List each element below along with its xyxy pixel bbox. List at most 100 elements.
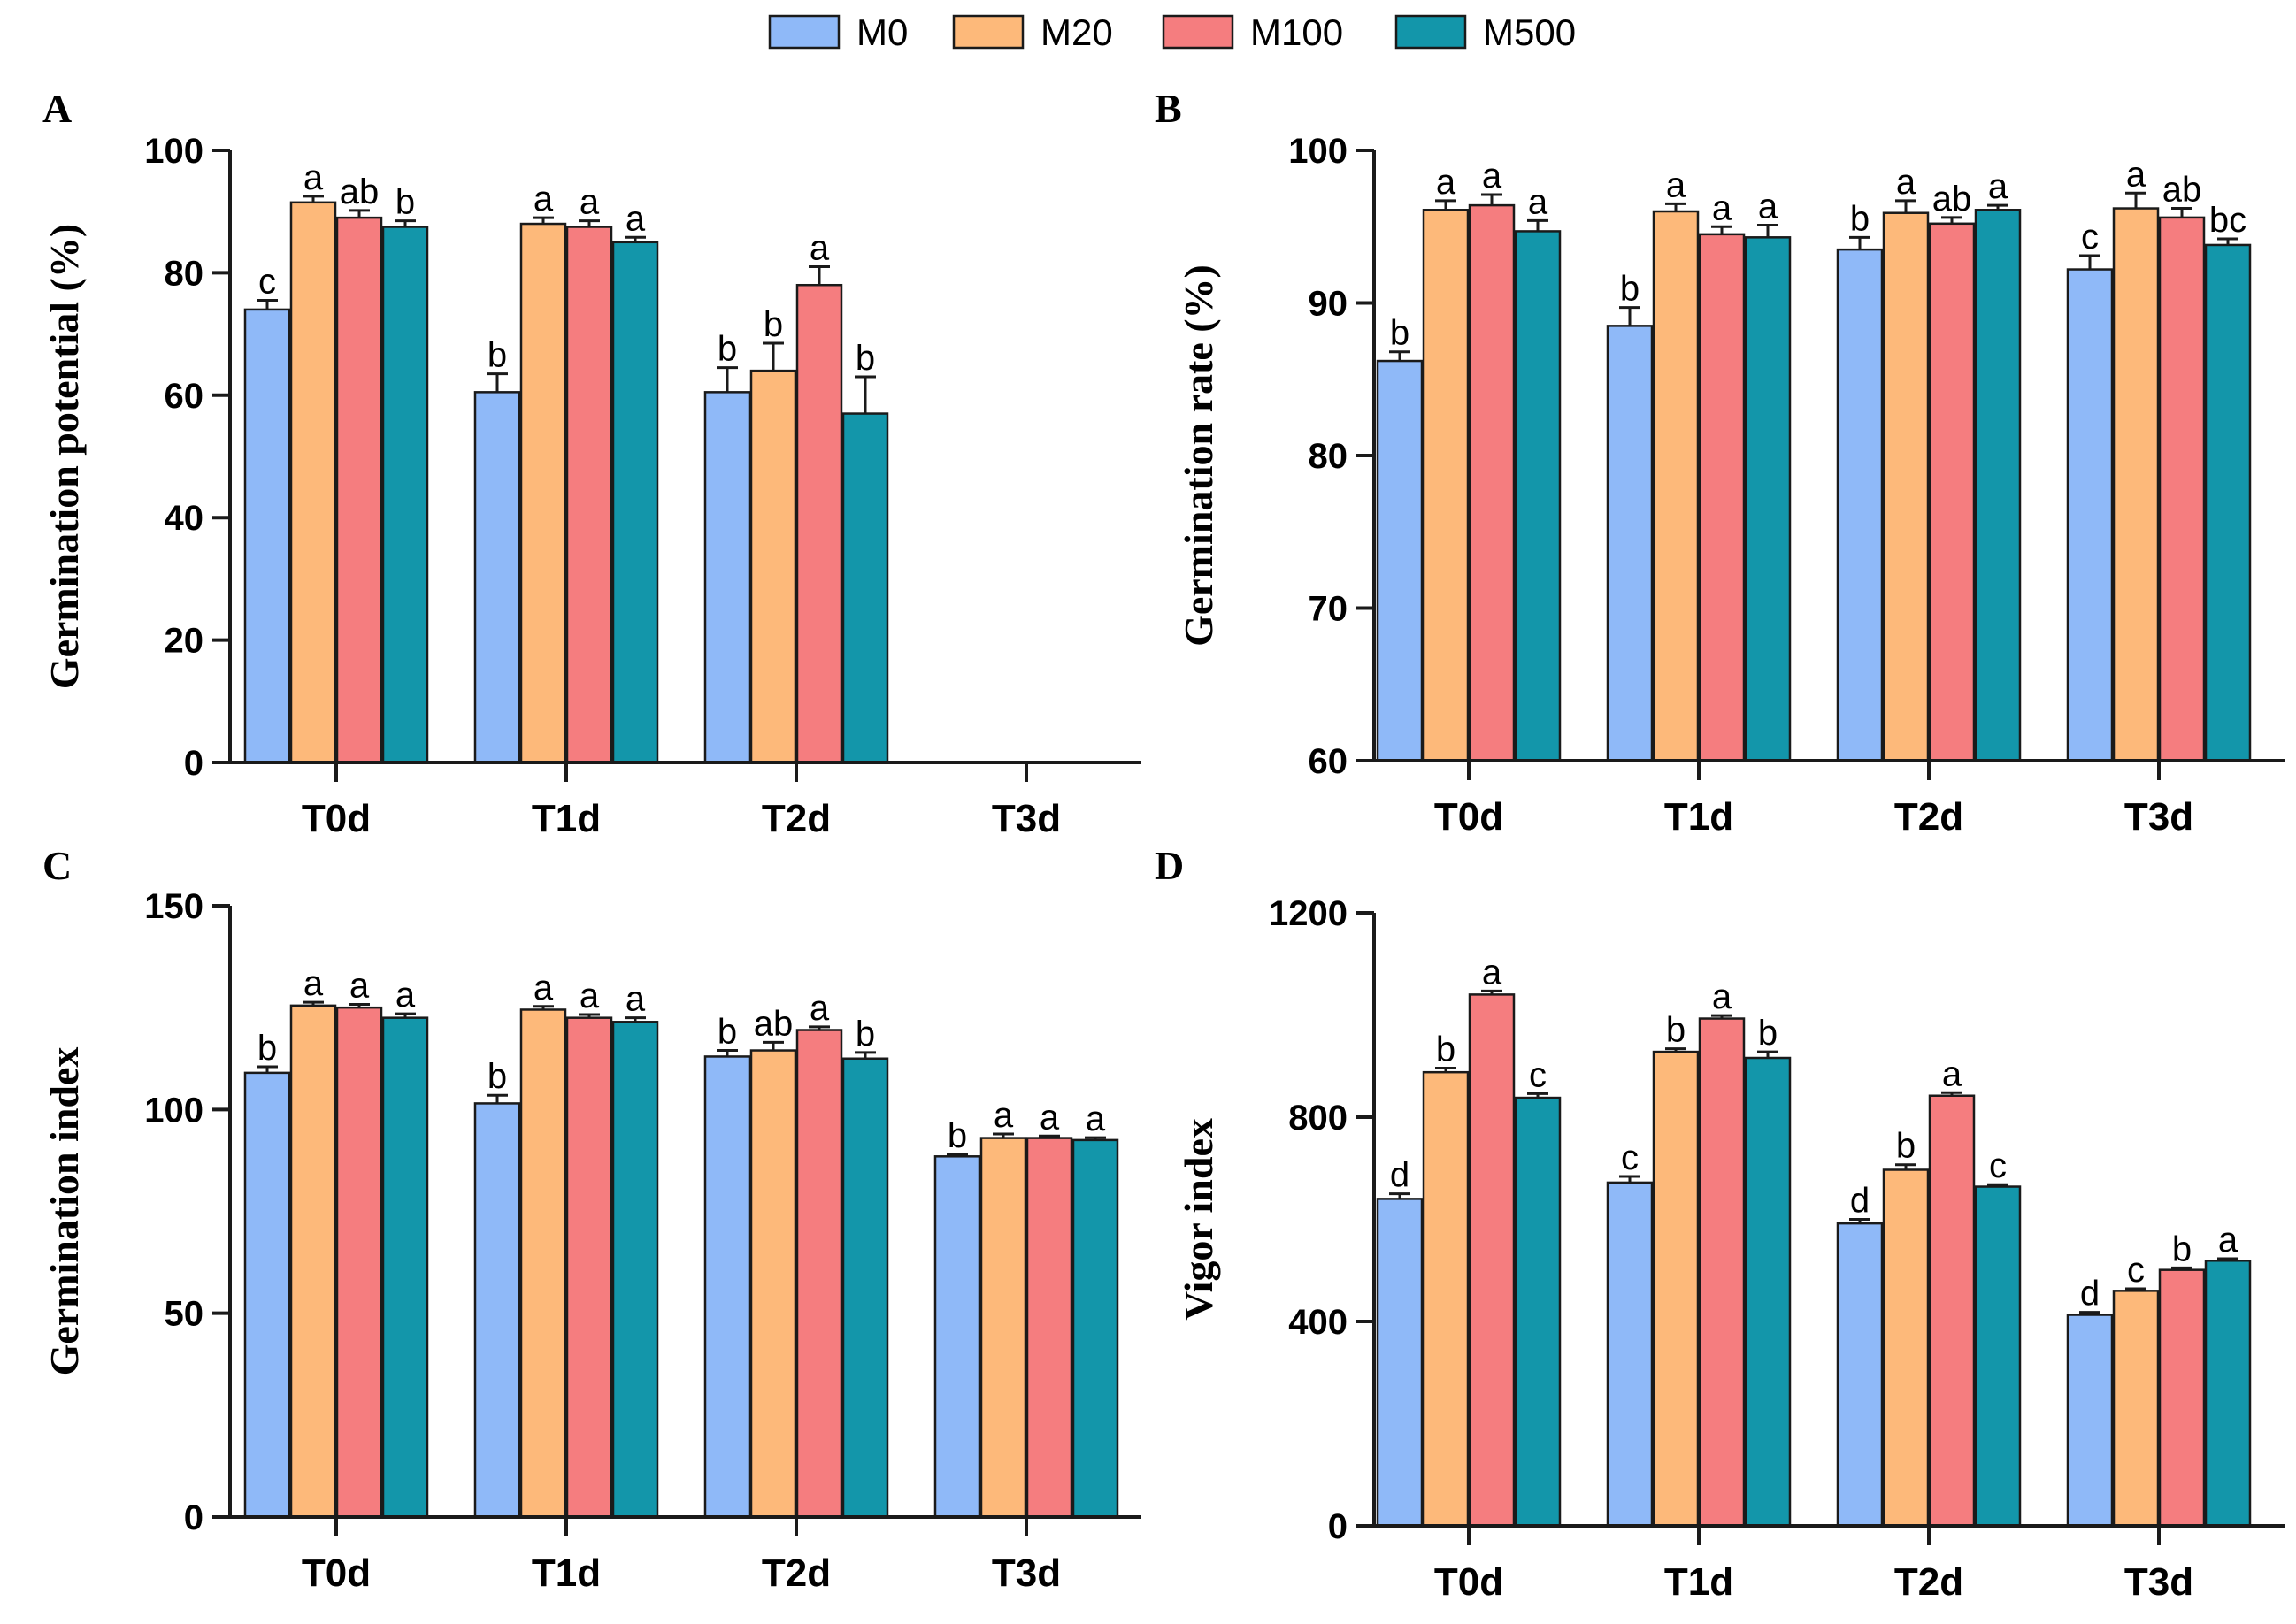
- y-tick-label: 150: [144, 887, 203, 926]
- x-tick-label: T3d: [2124, 795, 2193, 839]
- bar-m0-t0d: [243, 1071, 291, 1519]
- significance-letter: a: [810, 989, 830, 1028]
- legend-swatch-m100: [1162, 14, 1234, 50]
- bar-m0-t1d: [473, 391, 521, 764]
- bar-m100-t3d: [2158, 216, 2206, 762]
- significance-letter: a: [1712, 188, 1732, 227]
- significance-letter: a: [580, 183, 600, 222]
- bar-m20-t1d: [1652, 210, 1700, 762]
- bar-m20-t1d: [519, 222, 567, 764]
- x-tick-label: T3d: [992, 1551, 1061, 1595]
- y-tick-label: 60: [1309, 742, 1348, 781]
- bar-m20-t2d: [749, 369, 797, 764]
- bar-m20-t1d: [519, 1008, 567, 1519]
- y-axis-label: Germination potential (%): [42, 224, 87, 689]
- bar-m0-t3d: [2066, 1314, 2114, 1528]
- bar-m500-t2d: [1974, 1185, 2022, 1528]
- bar-m0-t1d: [1606, 325, 1654, 762]
- x-tick-label: T0d: [302, 797, 371, 840]
- bar-m0-t2d: [1836, 1222, 1884, 1528]
- significance-letter: b: [1390, 314, 1409, 353]
- significance-letter: c: [1529, 1055, 1547, 1094]
- significance-letter: b: [718, 330, 737, 369]
- significance-letter: ab: [340, 172, 380, 211]
- significance-letter: b: [1850, 199, 1870, 238]
- significance-letter: a: [349, 966, 370, 1005]
- significance-letter: a: [2218, 1221, 2238, 1260]
- bar-m100-t2d: [795, 283, 843, 764]
- legend-label-m20: M20: [1040, 11, 1113, 53]
- significance-letter: c: [2081, 218, 2099, 257]
- x-tick-label: T2d: [1894, 1560, 1963, 1604]
- significance-letter: a: [1482, 953, 1502, 992]
- bar-m500-t0d: [381, 226, 429, 764]
- significance-letter: a: [303, 158, 324, 197]
- significance-letter: b: [718, 1013, 737, 1052]
- y-axis-label: Vigor index: [1176, 1118, 1221, 1321]
- legend: M0 M20 M100 M500: [768, 11, 1576, 53]
- significance-letter: b: [2172, 1229, 2192, 1268]
- significance-letter: a: [395, 976, 416, 1015]
- significance-letter: b: [1896, 1127, 1916, 1166]
- significance-letter: b: [488, 336, 507, 375]
- bar-m0-t2d: [703, 1055, 751, 1519]
- y-tick-label: 50: [165, 1295, 204, 1334]
- bar-m100-t3d: [2158, 1268, 2206, 1528]
- x-tick-label: T1d: [532, 1551, 601, 1595]
- significance-letter: c: [258, 263, 276, 302]
- bar-m20-t2d: [749, 1049, 797, 1519]
- y-axis-label: Germination rate (%): [1176, 264, 1221, 647]
- x-tick-label: T0d: [1434, 1560, 1503, 1604]
- y-tick-label: 800: [1288, 1099, 1348, 1138]
- significance-letter: a: [1988, 167, 2008, 206]
- significance-letter: b: [1436, 1030, 1455, 1069]
- legend-swatch-m500: [1394, 14, 1467, 50]
- bar-m100-t0d: [335, 1006, 383, 1519]
- bar-m100-t2d: [795, 1029, 843, 1519]
- significance-letter: a: [1942, 1054, 1962, 1093]
- bar-m100-t0d: [1468, 203, 1516, 762]
- bar-m20-t2d: [1882, 211, 1930, 762]
- y-tick-label: 100: [144, 132, 203, 171]
- bar-m500-t0d: [381, 1016, 429, 1519]
- significance-letter: a: [1086, 1099, 1106, 1138]
- significance-letter: a: [534, 969, 554, 1007]
- significance-letter: b: [764, 305, 783, 344]
- significance-letter: c: [1621, 1138, 1639, 1177]
- x-tick-label: T1d: [532, 797, 601, 840]
- bar-m20-t1d: [1652, 1050, 1700, 1528]
- significance-letter: b: [1620, 270, 1639, 309]
- x-tick-label: T2d: [762, 797, 831, 840]
- bar-m20-t0d: [289, 201, 337, 764]
- significance-letter: a: [580, 977, 600, 1015]
- bar-m100-t1d: [1698, 233, 1746, 762]
- significance-letter: d: [1390, 1156, 1409, 1195]
- y-tick-label: 20: [165, 622, 204, 661]
- y-tick-label: 0: [184, 1498, 203, 1537]
- bar-m100-t0d: [335, 216, 383, 764]
- significance-letter: ab: [2162, 171, 2202, 210]
- y-tick-label: 80: [165, 254, 204, 293]
- significance-letter: a: [2126, 155, 2146, 194]
- bar-m500-t0d: [1514, 1096, 1562, 1528]
- y-tick-label: 40: [165, 499, 204, 538]
- significance-letter: c: [2127, 1251, 2145, 1290]
- significance-letter: a: [1758, 188, 1778, 226]
- bar-m20-t0d: [289, 1004, 337, 1519]
- bar-m500-t1d: [1744, 236, 1792, 762]
- bar-m500-t1d: [611, 1021, 659, 1519]
- bar-m0-t0d: [243, 308, 291, 764]
- y-tick-label: 90: [1309, 285, 1348, 324]
- significance-letter: b: [488, 1057, 507, 1096]
- significance-letter: b: [1666, 1011, 1686, 1050]
- significance-letter: d: [1850, 1182, 1870, 1221]
- significance-letter: c: [1989, 1146, 2007, 1185]
- bar-m0-t3d: [2066, 268, 2114, 762]
- significance-letter: b: [856, 1015, 875, 1053]
- x-tick-label: T2d: [762, 1551, 831, 1595]
- significance-letter: a: [534, 180, 554, 218]
